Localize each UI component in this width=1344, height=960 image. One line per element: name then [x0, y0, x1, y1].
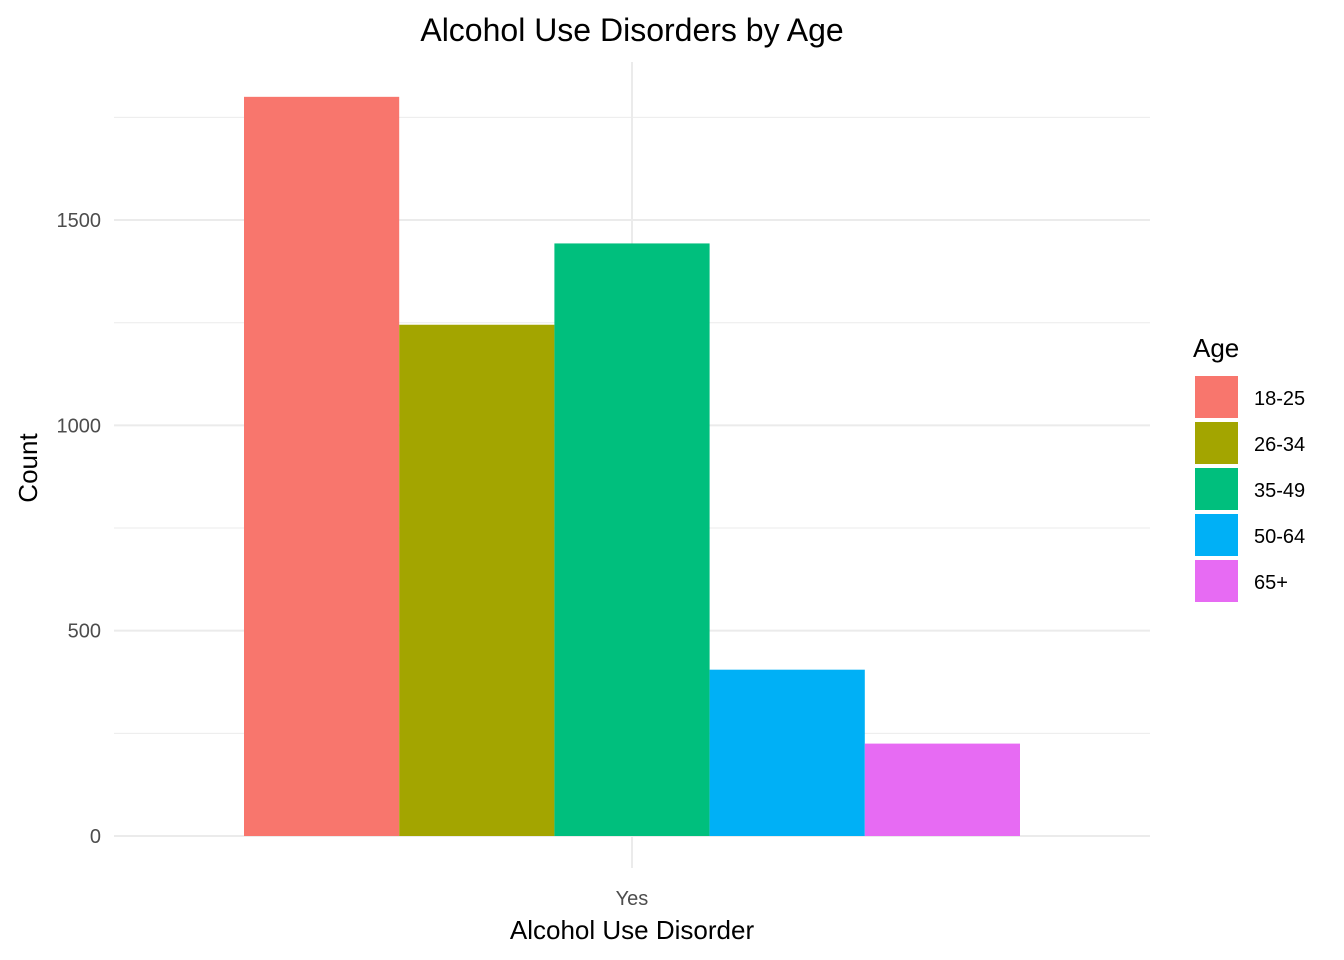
legend: Age 18-25 26-34 35-49 50-64 65+ [1193, 333, 1305, 602]
y-tick-label: 1000 [57, 415, 102, 437]
y-tick-label: 500 [68, 621, 101, 643]
bars [244, 96, 1020, 836]
legend-title: Age [1193, 333, 1239, 363]
legend-label-65+: 65+ [1254, 572, 1288, 594]
bar-50-64 [709, 669, 865, 836]
y-axis-title: Count [13, 433, 43, 503]
legend-swatch-18-25 [1195, 376, 1238, 418]
legend-label-26-34: 26-34 [1254, 434, 1305, 456]
x-axis-title: Alcohol Use Disorder [510, 915, 755, 945]
bar-18-25 [244, 96, 400, 836]
bar-26-34 [399, 324, 555, 836]
legend-label-18-25: 18-25 [1254, 388, 1305, 410]
chart-title: Alcohol Use Disorders by Age [420, 12, 843, 48]
x-tick-label: Yes [616, 888, 649, 910]
legend-swatch-35-49 [1195, 468, 1238, 510]
legend-label-35-49: 35-49 [1254, 480, 1305, 502]
y-axis-ticks: 0 500 1000 1500 [57, 210, 102, 848]
y-tick-label: 1500 [57, 210, 102, 232]
y-tick-label: 0 [90, 826, 101, 848]
legend-swatch-65+ [1195, 560, 1238, 602]
legend-swatch-50-64 [1195, 514, 1238, 556]
x-axis-ticks: Yes [616, 888, 649, 910]
bar-65+ [864, 743, 1020, 836]
legend-label-50-64: 50-64 [1254, 526, 1305, 548]
legend-swatch-26-34 [1195, 422, 1238, 464]
bar-35-49 [554, 243, 710, 836]
